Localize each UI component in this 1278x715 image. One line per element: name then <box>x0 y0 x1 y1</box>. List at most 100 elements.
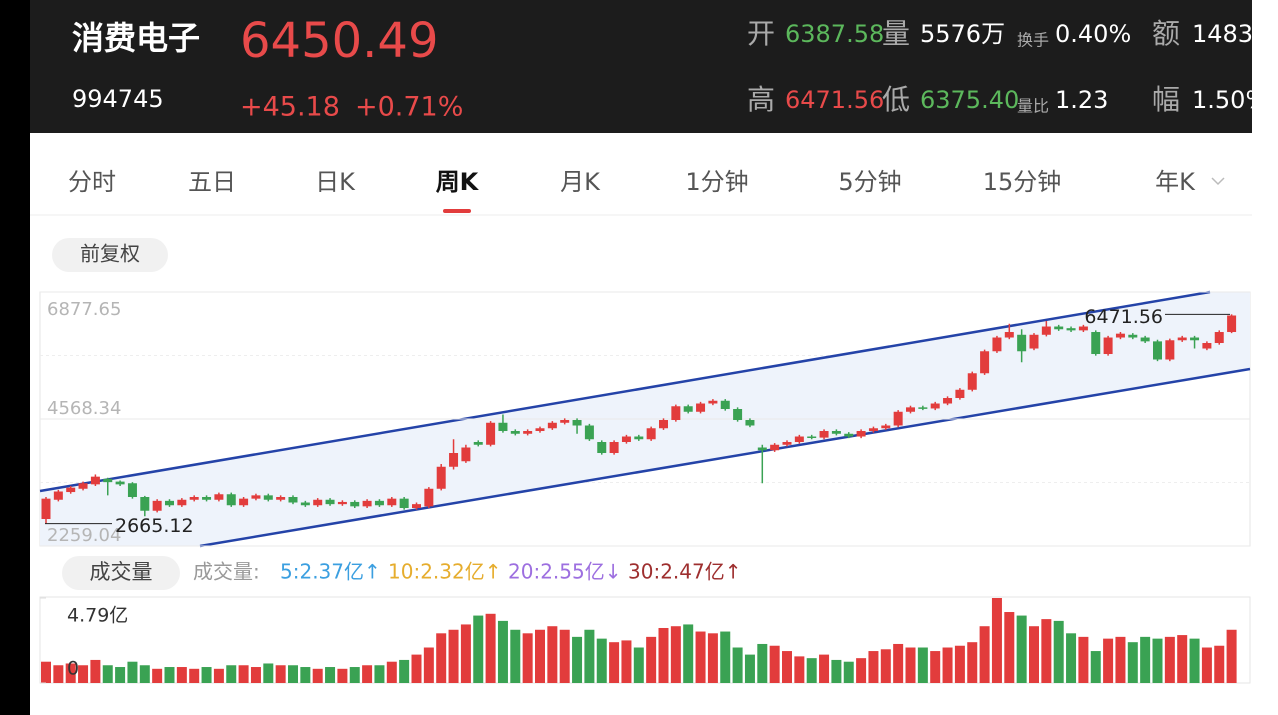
y-tick-label: 4568.34 <box>47 398 121 419</box>
volume-bar <box>880 649 891 683</box>
volume-bar <box>1226 629 1237 683</box>
stat-value: 1483 <box>1192 20 1253 48</box>
stat-value: 1.23 <box>1055 86 1108 114</box>
volume-bar <box>633 647 644 683</box>
stat-value: 0.40% <box>1055 20 1131 48</box>
volume-bar <box>53 665 64 683</box>
stat-label: 开 <box>747 17 775 50</box>
candle-body <box>967 373 977 390</box>
candle-body <box>992 337 1002 352</box>
candle-body <box>1165 340 1175 360</box>
chevron[interactable] <box>1211 177 1225 186</box>
candle-body <box>1214 332 1224 344</box>
volume-bar <box>856 658 867 683</box>
volume-bar <box>41 661 51 683</box>
candle-body <box>572 420 582 426</box>
candle-body <box>708 400 718 404</box>
volume-bar <box>1090 651 1101 683</box>
candle-body <box>597 442 607 454</box>
high-marker-label: 6471.56 <box>1084 306 1163 328</box>
candle-body <box>1078 326 1088 331</box>
candle-body <box>140 497 150 511</box>
volume-bar <box>238 665 249 683</box>
tab[interactable]: 周K <box>436 168 480 196</box>
tab[interactable]: 年K <box>1155 168 1196 196</box>
candle-body <box>856 431 866 437</box>
volume-bar <box>522 633 533 683</box>
candle-body <box>226 494 236 506</box>
candle-body <box>498 422 508 432</box>
tab[interactable]: 分时 <box>68 168 116 196</box>
adjust-button[interactable]: 前复权 <box>80 242 140 266</box>
candle-body <box>263 495 273 500</box>
volume-bar <box>979 626 990 683</box>
candle-body <box>893 411 903 426</box>
candle-body <box>794 436 804 443</box>
tab[interactable]: 日K <box>315 168 356 196</box>
volume-bar <box>263 663 274 683</box>
candle-body <box>239 498 249 506</box>
candle-body <box>214 494 224 500</box>
volume-bar <box>658 627 669 683</box>
volume-bar <box>843 661 854 683</box>
volume-bar <box>670 626 681 683</box>
volume-button-bg[interactable] <box>62 556 180 590</box>
volume-bar <box>794 656 805 683</box>
candle-body <box>1004 332 1014 338</box>
candle-body <box>733 409 743 421</box>
stat-label: 量 <box>882 17 910 50</box>
trend-line-lower <box>199 367 1251 548</box>
volume-bar <box>473 615 484 683</box>
candle-body <box>103 478 113 483</box>
volume-bar <box>65 663 76 683</box>
volume-bar <box>991 598 1002 683</box>
candle-body <box>66 487 76 493</box>
stat-label: 换手 <box>1017 31 1049 50</box>
tab[interactable]: 1分钟 <box>685 168 748 196</box>
tab[interactable]: 月K <box>560 168 601 196</box>
candle-body <box>276 497 286 500</box>
candle-body <box>831 431 841 434</box>
candle-body <box>1115 333 1125 338</box>
volume-bar <box>510 629 521 683</box>
volume-bar <box>460 624 471 683</box>
candle-body <box>770 444 780 451</box>
candle-body <box>523 431 533 434</box>
volume-bar <box>139 665 150 683</box>
volume-bar <box>905 647 916 683</box>
tab[interactable]: 5分钟 <box>838 168 901 196</box>
candle-body <box>1227 315 1237 333</box>
candle-body <box>1041 326 1051 335</box>
volume-bar <box>436 633 447 683</box>
candle-body <box>1177 337 1187 341</box>
ma-legend: 10:2.32亿↑ <box>388 560 501 584</box>
candle-body <box>202 497 212 500</box>
candle-body <box>584 425 594 440</box>
volume-bar <box>683 624 694 683</box>
candle-body <box>1054 326 1064 330</box>
volume-bar <box>337 668 348 683</box>
ma-legend: 30:2.47亿↑ <box>628 560 741 584</box>
candle-body <box>757 447 767 451</box>
adjust-button-bg[interactable] <box>52 238 168 272</box>
stat-label: 低 <box>882 83 910 116</box>
tab[interactable]: 五日 <box>188 168 236 196</box>
volume-button[interactable]: 成交量 <box>90 560 153 584</box>
volume-bar <box>213 668 224 683</box>
candle-body <box>1140 337 1150 342</box>
candle-body <box>374 500 384 506</box>
stock-name: 消费电子 <box>72 19 200 57</box>
candle-body <box>547 422 557 429</box>
candle-body <box>621 436 631 443</box>
stat-label: 量比 <box>1017 97 1049 116</box>
volume-bar <box>1152 638 1163 683</box>
tab[interactable]: 15分钟 <box>983 168 1062 196</box>
volume-bar <box>646 636 657 683</box>
volume-bar <box>547 626 558 683</box>
candle-body <box>696 403 706 412</box>
candle-body <box>683 406 693 412</box>
stat-value: 6387.58 <box>785 20 884 48</box>
left-edge <box>0 0 30 715</box>
volume-bar <box>485 613 496 683</box>
